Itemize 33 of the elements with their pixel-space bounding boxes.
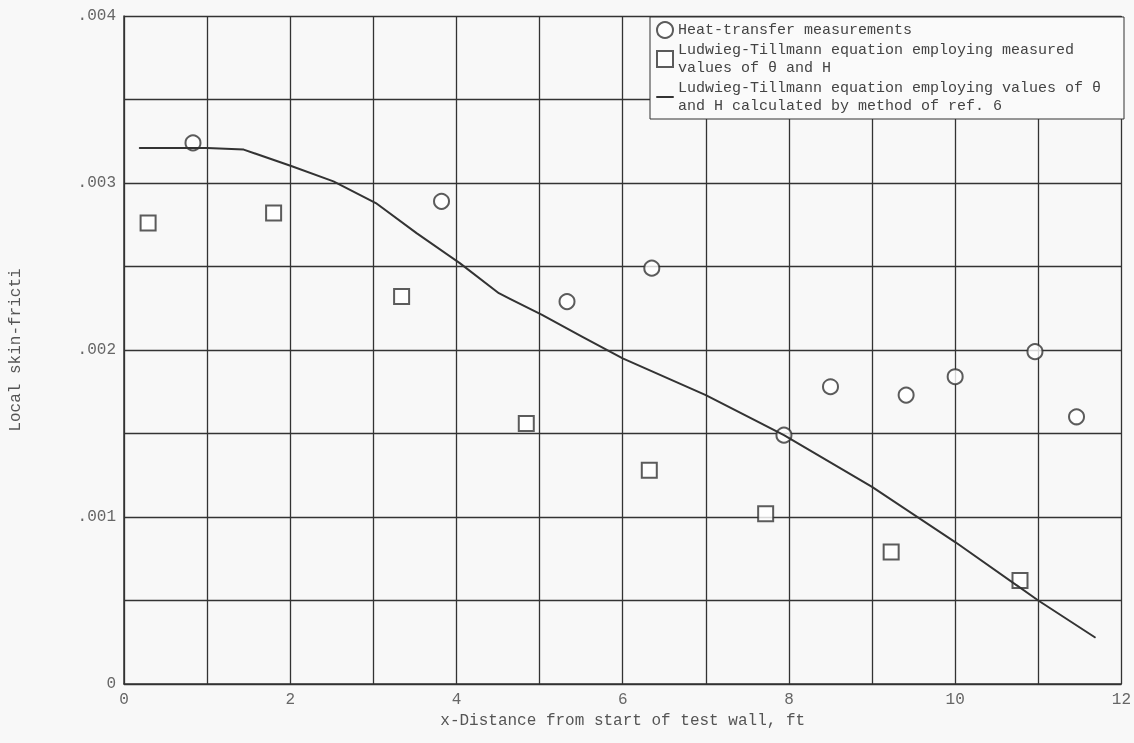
x-axis-title: x-Distance from start of test wall, ft [440, 711, 806, 730]
x-tick-label: 0 [119, 691, 129, 709]
y-tick-label: .001 [77, 508, 116, 526]
point [139, 214, 157, 232]
point [1011, 571, 1029, 589]
point [640, 461, 658, 479]
point [1026, 343, 1044, 361]
y-axis-title: Local skin-fricti [7, 268, 25, 432]
point [558, 293, 576, 311]
x-tick-label: 10 [945, 691, 965, 709]
x-tick-label: 8 [784, 691, 794, 709]
y-tick-label: 0 [106, 675, 116, 693]
point [433, 192, 451, 210]
x-tick-label: 6 [617, 691, 628, 709]
point [517, 414, 535, 432]
legend-label: Heat-transfer measurements [678, 21, 913, 39]
point [822, 378, 839, 396]
legend-label: Ludwieg-Tillmann equation employing values of θ and H calculated by method of ref. 6 [678, 79, 1111, 115]
legend-label: Ludwieg-Tillmann equation employing measured values of θ and H [678, 41, 1084, 77]
y-tick-label: .002 [77, 341, 116, 359]
point [946, 368, 964, 386]
point [265, 204, 283, 222]
point [1068, 408, 1086, 426]
x-tick-label: 4 [451, 691, 462, 709]
point [882, 543, 900, 561]
x-tick-label: 2 [285, 691, 296, 709]
point [897, 386, 915, 404]
point [643, 259, 661, 277]
y-tick-label: .003 [77, 174, 116, 192]
point [393, 288, 411, 306]
point [757, 505, 775, 523]
x-tick-label: 12 [1111, 691, 1131, 709]
y-tick-label: .004 [77, 7, 116, 25]
